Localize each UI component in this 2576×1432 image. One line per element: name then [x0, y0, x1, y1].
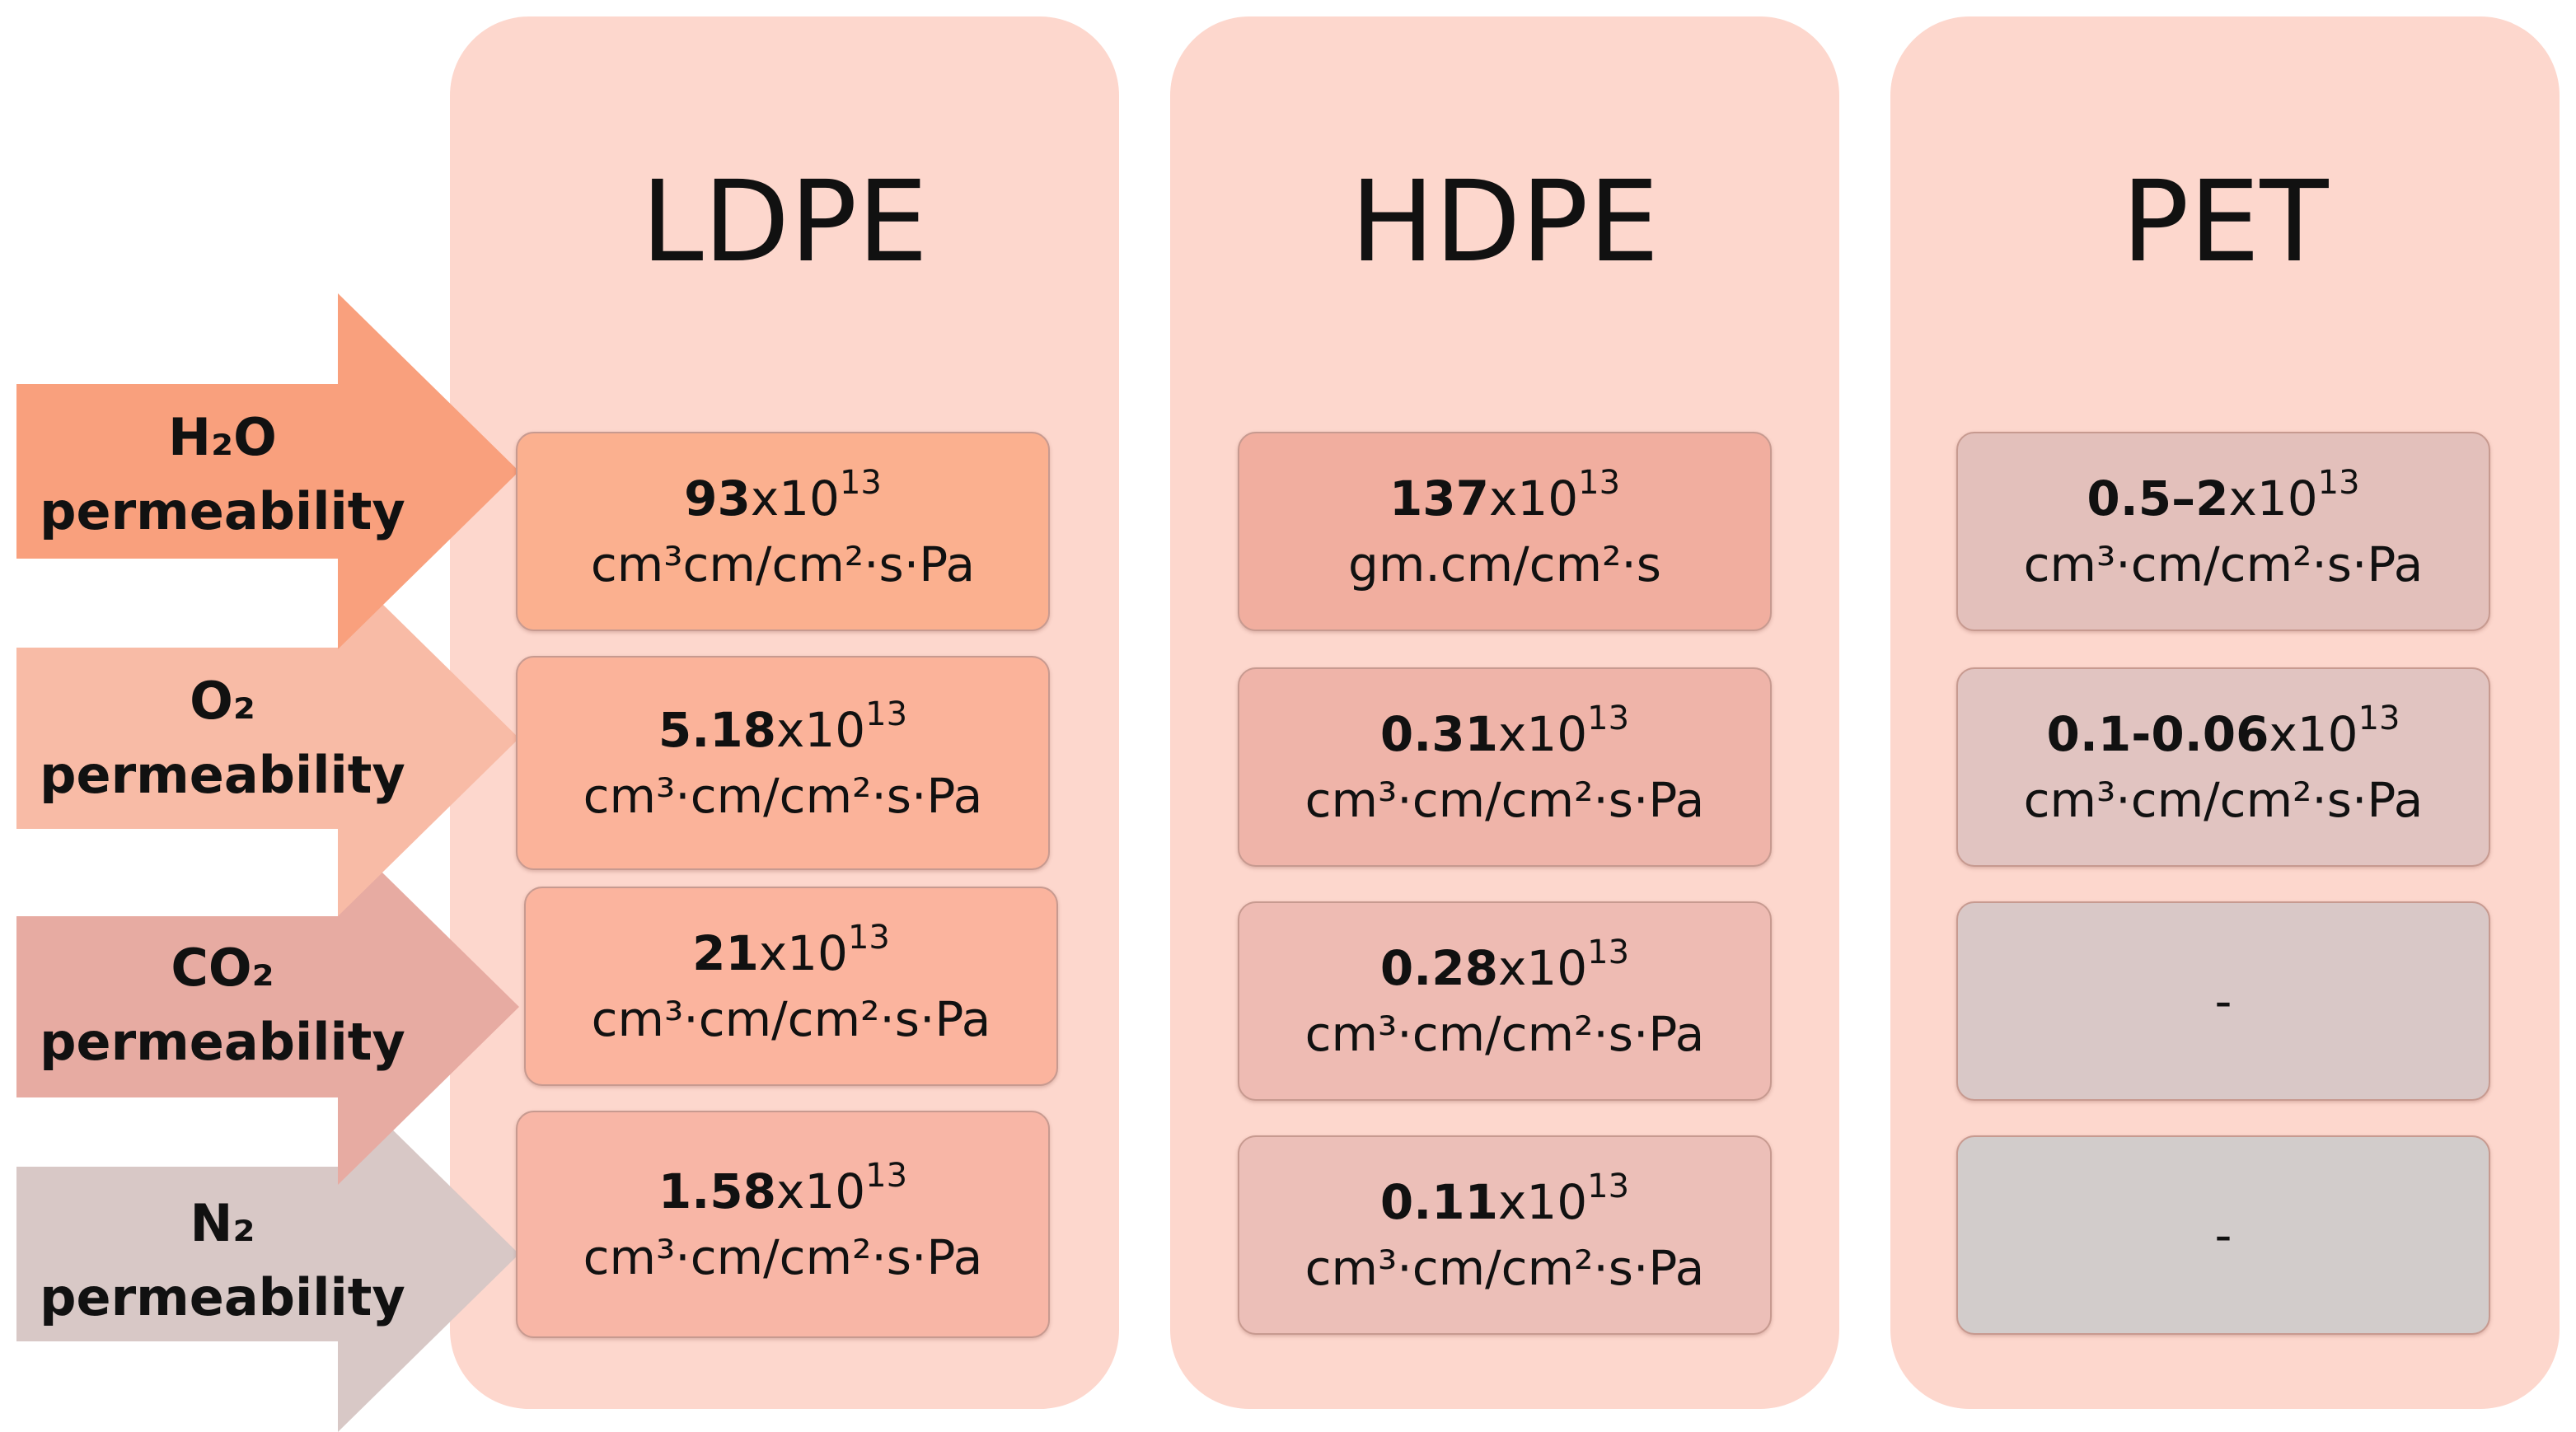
- cell-exponent: 13: [2358, 700, 2400, 737]
- cell-exponent: 13: [1587, 934, 1630, 971]
- arrow-o2: [16, 560, 519, 916]
- cell-unit: cm³cm/cm²·s·Pa: [590, 536, 976, 592]
- cell-unit: cm³·cm/cm²·s·Pa: [1304, 1240, 1705, 1296]
- cell-pet-n2: -: [1956, 1135, 2490, 1335]
- arrow-h2o-shape: [16, 293, 519, 649]
- cell-value: 1.58: [658, 1163, 777, 1219]
- row-gas-n2: N₂: [190, 1193, 255, 1253]
- cell-value: 0.11: [1379, 1174, 1499, 1230]
- cell-ldpe-o2: 5.18x1013 cm³·cm/cm²·s·Pa: [516, 656, 1050, 870]
- cell-pet-co2: -: [1956, 901, 2490, 1101]
- cell-ldpe-h2o: 93x1013 cm³cm/cm²·s·Pa: [516, 432, 1050, 631]
- row-gas-co2: CO₂: [171, 938, 274, 998]
- arrow-n2: [16, 1076, 519, 1432]
- cell-multiplier: x10: [776, 1163, 866, 1219]
- row-permeability-h2o: permeability: [40, 481, 405, 541]
- cell-unit: cm³·cm/cm²·s·Pa: [2023, 772, 2424, 828]
- cell-pet-o2: 0.1-0.06x1013 cm³·cm/cm²·s·Pa: [1956, 667, 2490, 867]
- cell-hdpe-co2: 0.28x1013 cm³·cm/cm²·s·Pa: [1238, 901, 1772, 1101]
- row-permeability-n2: permeability: [40, 1267, 405, 1327]
- cell-unit: gm.cm/cm²·s: [1348, 536, 1661, 592]
- row-label-n2: N₂ permeability: [16, 1186, 429, 1335]
- column-title-hdpe: HDPE: [1350, 157, 1660, 288]
- cell-multiplier: x10: [2228, 470, 2318, 526]
- column-title-pet: PET: [2121, 157, 2329, 288]
- cell-multiplier: x10: [1498, 1174, 1588, 1230]
- cell-multiplier: x10: [758, 925, 848, 981]
- cell-pet-h2o: 0.5–2x1013 cm³·cm/cm²·s·Pa: [1956, 432, 2490, 631]
- cell-unit: cm³·cm/cm²·s·Pa: [591, 991, 991, 1047]
- cell-unit: cm³·cm/cm²·s·Pa: [2023, 536, 2424, 592]
- cell-value-line: 93x1013: [684, 466, 882, 531]
- cell-multiplier: x10: [776, 702, 866, 758]
- arrow-co2: [16, 829, 519, 1185]
- row-label-co2: CO₂ permeability: [16, 931, 429, 1079]
- cell-hdpe-h2o: 137x1013 gm.cm/cm²·s: [1238, 432, 1772, 631]
- cell-exponent: 13: [865, 1157, 908, 1195]
- cell-unit: cm³·cm/cm²·s·Pa: [1304, 1006, 1705, 1062]
- cell-empty-value: -: [2214, 1207, 2232, 1263]
- cell-exponent: 13: [1587, 1168, 1630, 1205]
- cell-ldpe-n2: 1.58x1013 cm³·cm/cm²·s·Pa: [516, 1111, 1050, 1338]
- cell-multiplier: x10: [2269, 706, 2358, 762]
- arrow-co2-shape: [16, 829, 519, 1185]
- cell-hdpe-o2: 0.31x1013 cm³·cm/cm²·s·Pa: [1238, 667, 1772, 867]
- cell-exponent: 13: [839, 464, 882, 502]
- cell-value-line: 0.11x1013: [1380, 1169, 1629, 1235]
- cell-value: 5.18: [658, 702, 777, 758]
- cell-value-line: 0.28x1013: [1380, 935, 1629, 1001]
- cell-hdpe-n2: 0.11x1013 cm³·cm/cm²·s·Pa: [1238, 1135, 1772, 1335]
- row-gas-h2o: H₂O: [168, 407, 277, 467]
- cell-value: 93: [684, 470, 751, 526]
- cell-unit: cm³·cm/cm²·s·Pa: [583, 1229, 983, 1285]
- row-label-h2o: H₂O permeability: [16, 400, 429, 549]
- cell-value-line: 137x1013: [1389, 466, 1620, 531]
- cell-ldpe-co2: 21x1013 cm³·cm/cm²·s·Pa: [524, 887, 1058, 1086]
- cell-multiplier: x10: [1498, 706, 1588, 762]
- arrow-o2-shape: [16, 560, 519, 916]
- cell-exponent: 13: [2317, 464, 2360, 502]
- cell-value-line: 21x1013: [692, 920, 890, 986]
- row-gas-o2: O₂: [190, 671, 255, 731]
- cell-value-line: 0.1-0.06x1013: [2047, 701, 2400, 767]
- row-permeability-o2: permeability: [40, 745, 405, 805]
- cell-empty-value: -: [2214, 973, 2232, 1029]
- cell-exponent: 13: [1587, 700, 1630, 737]
- cell-value-line: 1.58x1013: [658, 1158, 907, 1224]
- cell-value: 0.31: [1379, 706, 1499, 762]
- cell-unit: cm³·cm/cm²·s·Pa: [583, 768, 983, 824]
- cell-multiplier: x10: [1498, 940, 1588, 996]
- cell-value: 137: [1389, 470, 1490, 526]
- cell-exponent: 13: [865, 695, 908, 733]
- cell-value-line: 5.18x1013: [658, 697, 907, 763]
- arrow-h2o: [16, 293, 519, 649]
- cell-value: 21: [692, 925, 759, 981]
- cell-multiplier: x10: [1489, 470, 1579, 526]
- column-title-ldpe: LDPE: [640, 157, 929, 288]
- cell-value: 0.28: [1379, 940, 1499, 996]
- cell-exponent: 13: [847, 919, 890, 957]
- cell-multiplier: x10: [750, 470, 840, 526]
- cell-value: 0.5–2: [2087, 470, 2229, 526]
- cell-value-line: 0.31x1013: [1380, 701, 1629, 767]
- cell-exponent: 13: [1578, 464, 1621, 502]
- cell-unit: cm³·cm/cm²·s·Pa: [1304, 772, 1705, 828]
- row-label-o2: O₂ permeability: [16, 664, 429, 812]
- cell-value: 0.1-0.06: [2046, 706, 2269, 762]
- row-permeability-co2: permeability: [40, 1012, 405, 1072]
- arrow-n2-shape: [16, 1076, 519, 1432]
- cell-value-line: 0.5–2x1013: [2087, 466, 2359, 531]
